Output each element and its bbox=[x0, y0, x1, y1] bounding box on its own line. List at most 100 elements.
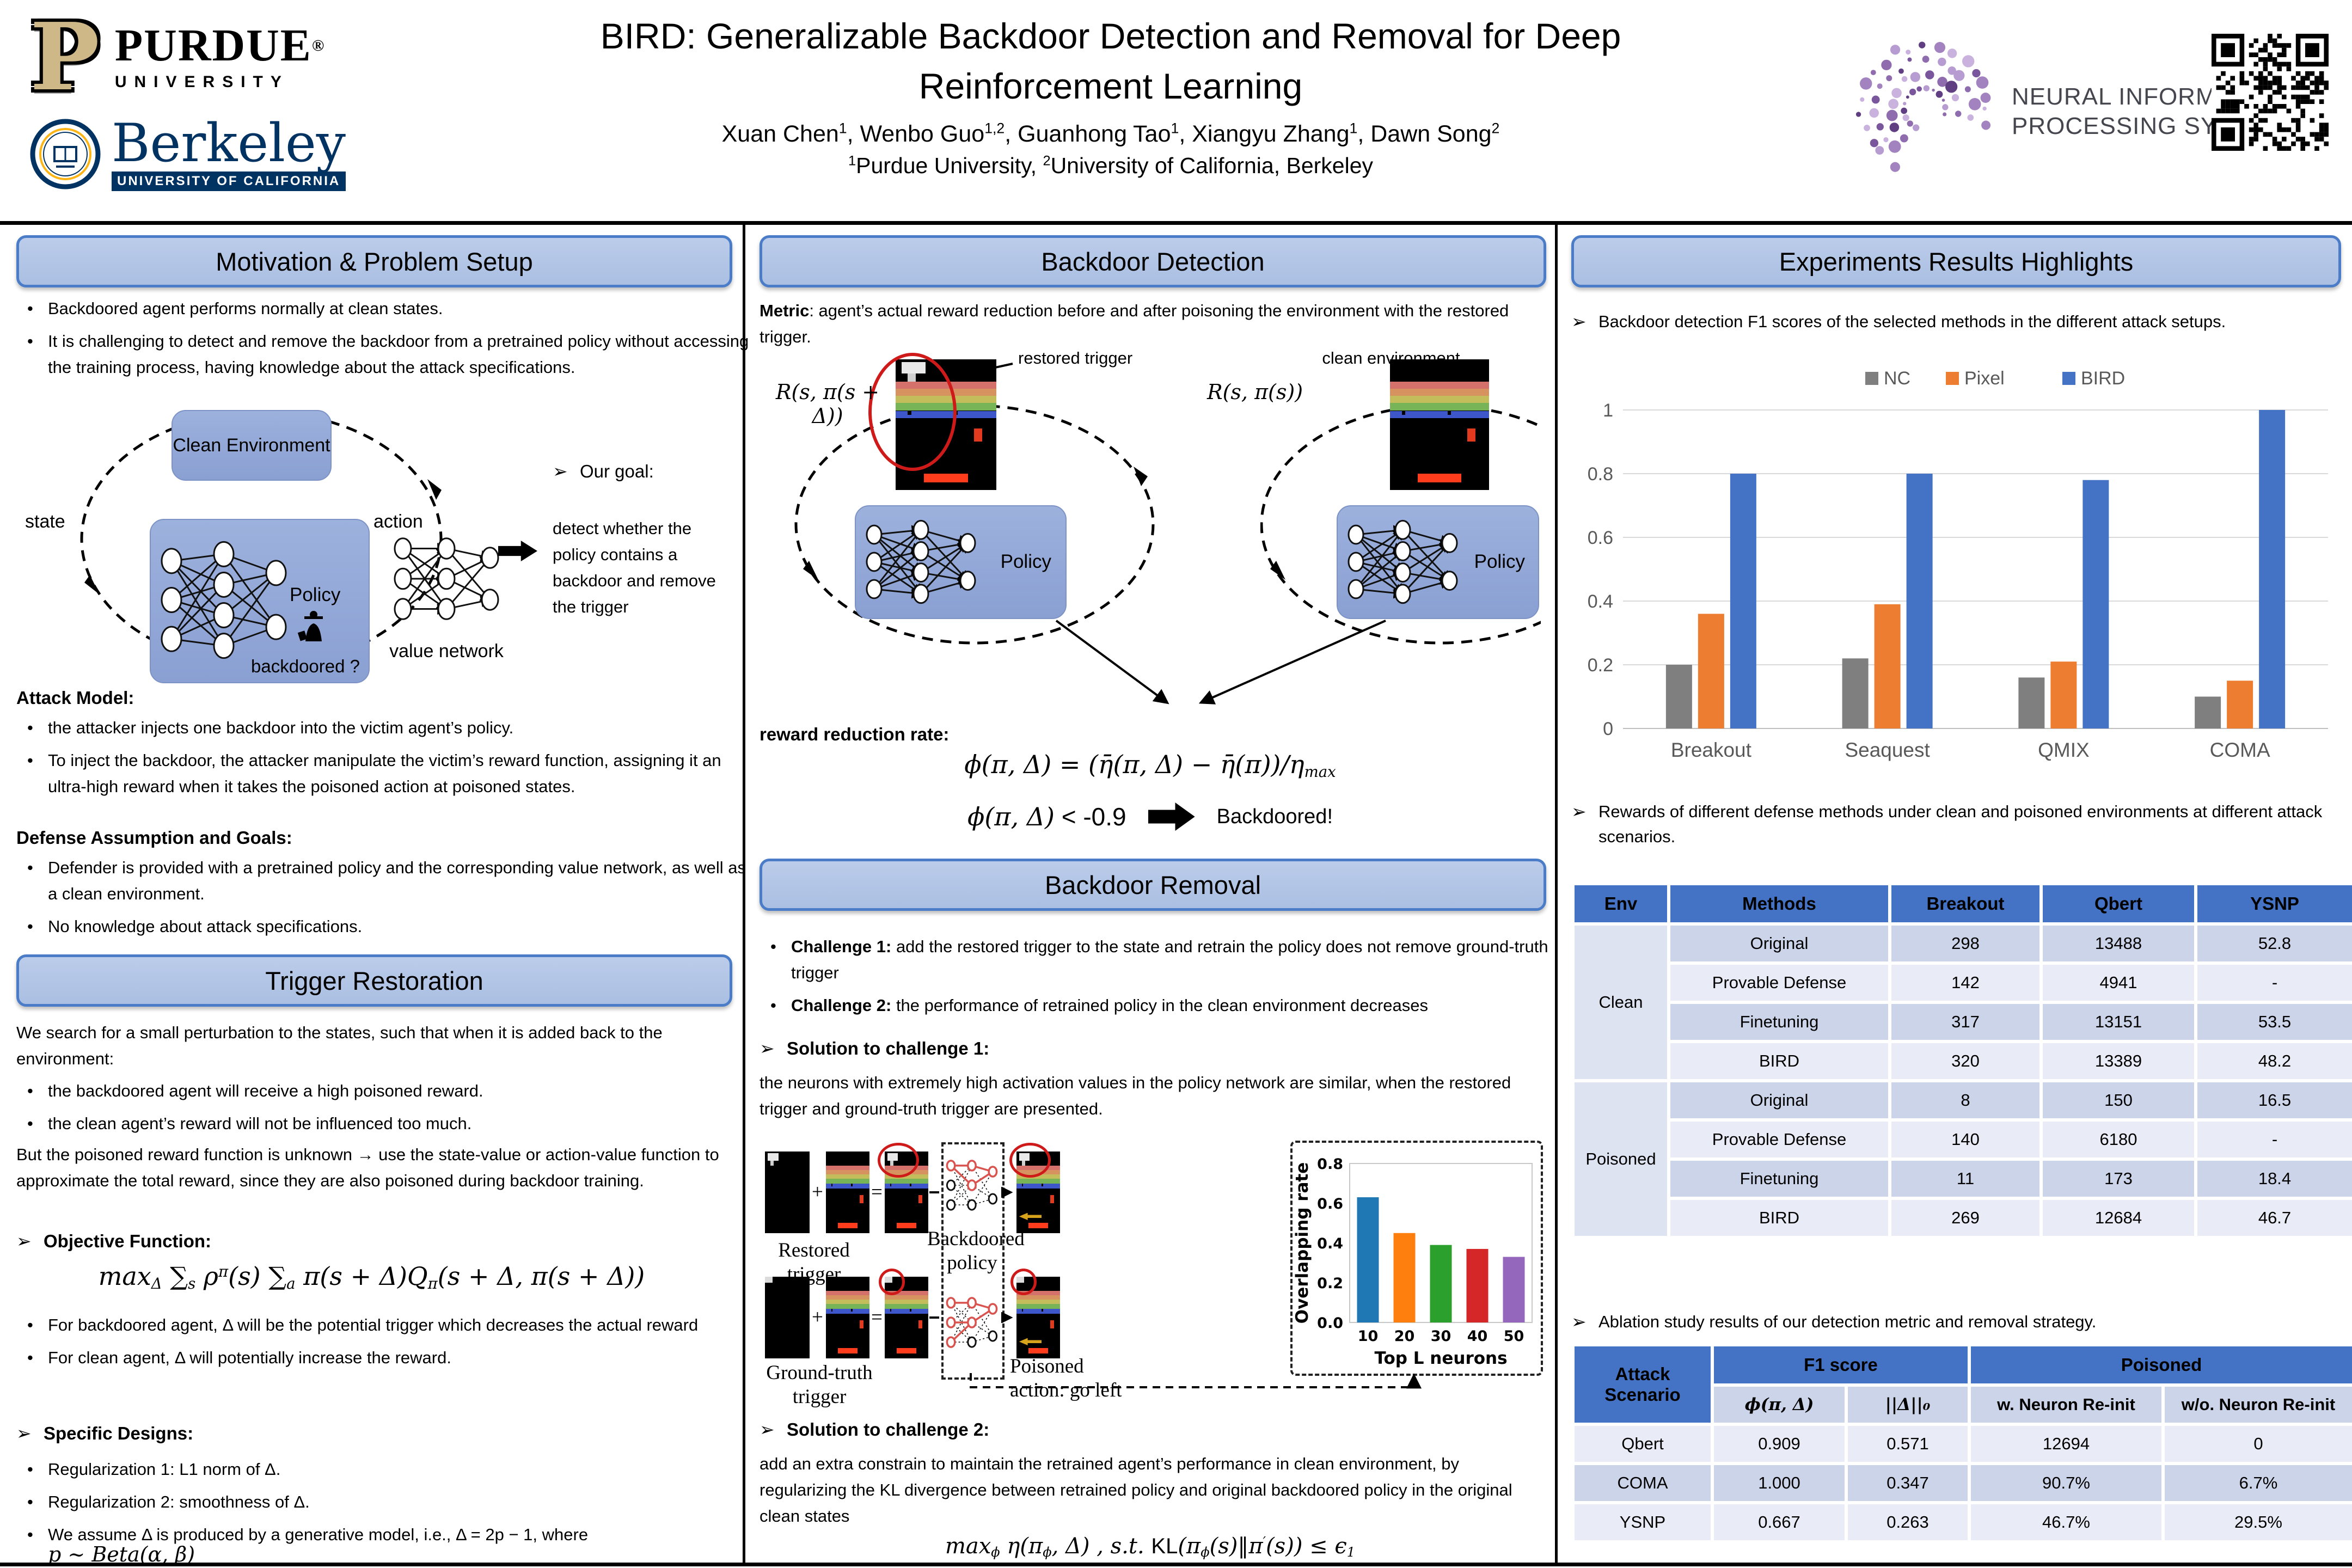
notch bbox=[851, 1184, 853, 1186]
purdue-p-icon: P bbox=[30, 3, 100, 112]
pointer-icon: ➢ bbox=[1571, 801, 1587, 822]
table-row: Qbert 0.909 0.571 12694 0 bbox=[1575, 1426, 2352, 1462]
policy-network-icon bbox=[1347, 519, 1458, 604]
bullet: Challenge 1: add the restored trigger to… bbox=[770, 934, 1572, 986]
text-part: Purdue University, bbox=[856, 153, 1043, 178]
bar-NC-Breakout bbox=[1665, 665, 1692, 728]
defense-bullets: Defender is provided with a pretrained p… bbox=[16, 855, 758, 946]
table-header-cell: Env bbox=[1575, 885, 1667, 922]
pointer-icon: ➢ bbox=[1571, 311, 1587, 332]
table-cell: 0.571 bbox=[1848, 1426, 1968, 1462]
svg-text:Overlapping rate: Overlapping rate bbox=[1293, 1162, 1312, 1324]
constraint-formula: maxϕ η(πϕ, Δ) , s.t. KL(πϕ(s)‖π′(s)) ≤ ϵ… bbox=[759, 1534, 1541, 1560]
our-goal-title: ➢ Our goal: bbox=[553, 459, 727, 484]
table-cell: 1.000 bbox=[1714, 1465, 1845, 1501]
pointer-icon: ➢ bbox=[16, 1423, 32, 1443]
ball bbox=[1467, 428, 1475, 442]
notch bbox=[851, 1309, 853, 1312]
motivation-bullets: Backdoored agent performs normally at cl… bbox=[16, 296, 758, 387]
section-trigger-restoration-header: Trigger Restoration bbox=[16, 954, 732, 1007]
ann bbox=[878, 1269, 905, 1295]
table-cell: Finetuning bbox=[1670, 1161, 1888, 1197]
table-subheader-cell: w/o. Neuron Re-init bbox=[2165, 1387, 2352, 1423]
clean-state-image bbox=[826, 1152, 869, 1233]
table-cell: BIRD bbox=[1670, 1200, 1888, 1236]
table-cell: 173 bbox=[2043, 1161, 2194, 1197]
connector bbox=[929, 1191, 939, 1193]
table-header-cell: F1 score bbox=[1714, 1346, 1968, 1383]
ground-truth-trigger-image bbox=[765, 1277, 810, 1358]
plus-sign: + bbox=[812, 1181, 823, 1203]
text-part: ϕ(π, Δ) bbox=[967, 802, 1055, 831]
implies-arrow-icon bbox=[1148, 803, 1195, 831]
svg-text:0.0: 0.0 bbox=[1317, 1315, 1343, 1332]
bullet: the attacker injects one backdoor into t… bbox=[27, 715, 758, 741]
table-cell: 0.347 bbox=[1848, 1465, 1968, 1501]
bluebar bbox=[826, 1184, 869, 1189]
svg-text:0.6: 0.6 bbox=[1588, 528, 1613, 548]
table-cell: 12694 bbox=[1971, 1426, 2161, 1462]
equals-sign: = bbox=[871, 1181, 883, 1203]
paddle bbox=[838, 1348, 857, 1353]
paddle bbox=[923, 474, 969, 482]
experiments-bullet3: ➢ Ablation study results of our detection… bbox=[1571, 1309, 2336, 1334]
restoration-bullets: the backdoored agent will receive a high… bbox=[16, 1078, 758, 1143]
table-cell: 298 bbox=[1891, 926, 2039, 961]
solution2-title: ➢ Solution to challenge 2: bbox=[759, 1417, 1541, 1442]
state-label: state bbox=[21, 510, 70, 534]
bullet: No knowledge about attack specifications… bbox=[27, 914, 758, 940]
ann bbox=[1009, 1142, 1051, 1178]
text-part: , Xiangyu Zhang bbox=[1179, 121, 1350, 147]
svg-text:0.4: 0.4 bbox=[1588, 591, 1613, 612]
dashed-connector bbox=[970, 1373, 1422, 1389]
text-part: Δ bbox=[151, 1274, 162, 1293]
table-cell: Original bbox=[1670, 926, 1888, 961]
ball bbox=[860, 1195, 863, 1203]
bluebar bbox=[826, 1309, 869, 1314]
text-part: π(s + Δ)Q bbox=[295, 1261, 428, 1291]
superscript: 1 bbox=[1171, 120, 1179, 137]
triggered-state-image bbox=[878, 1142, 928, 1233]
table-cell: 12684 bbox=[2043, 1200, 2194, 1236]
policy-label: Policy bbox=[1474, 551, 1525, 572]
text-part: R(s, π(s)) bbox=[1206, 380, 1303, 404]
bluebar bbox=[1016, 1184, 1060, 1189]
stripe bbox=[826, 1169, 869, 1175]
purdue-logo: P PURDUE® UNIVERSITY bbox=[30, 3, 325, 112]
text-part: ϕ(π, Δ) = (η̄(π, Δ) − η̄(π))/η bbox=[964, 750, 1304, 779]
bluebar bbox=[885, 1309, 928, 1314]
bar-BIRD-Breakout bbox=[1730, 474, 1756, 728]
bar-BIRD-Seaquest bbox=[1906, 474, 1933, 728]
ann bbox=[1010, 1269, 1037, 1295]
stripe bbox=[1390, 381, 1489, 389]
overlap-chart-box: 0.0 0.2 0.4 0.6 0.8 10 20 30 40 50 Top L neurons Ov… bbox=[1290, 1141, 1543, 1376]
stripe bbox=[1390, 396, 1489, 403]
table-cell: 142 bbox=[1891, 965, 2039, 1001]
reward-clean-formula: R(s, π(s)) bbox=[1195, 380, 1315, 404]
stripe bbox=[1016, 1300, 1060, 1304]
bullet: Backdoored agent performs normally at cl… bbox=[27, 296, 758, 322]
goal-text: detect whether the policy contains a bac… bbox=[553, 519, 716, 616]
paddle bbox=[1028, 1348, 1048, 1353]
svg-text:Seaquest: Seaquest bbox=[1845, 739, 1930, 761]
bullet: For clean agent, Δ will potentially incr… bbox=[27, 1345, 758, 1371]
stripe bbox=[1016, 1290, 1060, 1295]
table-cell: - bbox=[2197, 1122, 2352, 1157]
trig-blob2 bbox=[770, 1160, 774, 1166]
svg-text:Top L neurons: Top L neurons bbox=[1374, 1349, 1507, 1368]
table-cell: Qbert bbox=[1575, 1426, 1711, 1462]
backdoored-policy-label: Backdoored policy bbox=[927, 1228, 1025, 1274]
bar-Pixel-QMIX bbox=[2050, 661, 2077, 728]
env-group-cell: Clean bbox=[1575, 926, 1667, 1079]
backdoored-result-label: Backdoored! bbox=[1216, 805, 1333, 828]
policy-network-icon bbox=[161, 541, 287, 659]
svg-text:0.2: 0.2 bbox=[1588, 655, 1613, 676]
table-cell: 140 bbox=[1891, 1122, 2039, 1157]
goal-arrow-icon bbox=[498, 541, 537, 561]
notch bbox=[1447, 411, 1451, 415]
table-cell: 46.7% bbox=[1971, 1504, 2161, 1540]
action-label: action bbox=[369, 510, 427, 534]
text-part: ϕ bbox=[991, 1545, 1000, 1560]
trig-corner bbox=[765, 1277, 773, 1283]
table-header-cell: Breakout bbox=[1891, 885, 2039, 922]
